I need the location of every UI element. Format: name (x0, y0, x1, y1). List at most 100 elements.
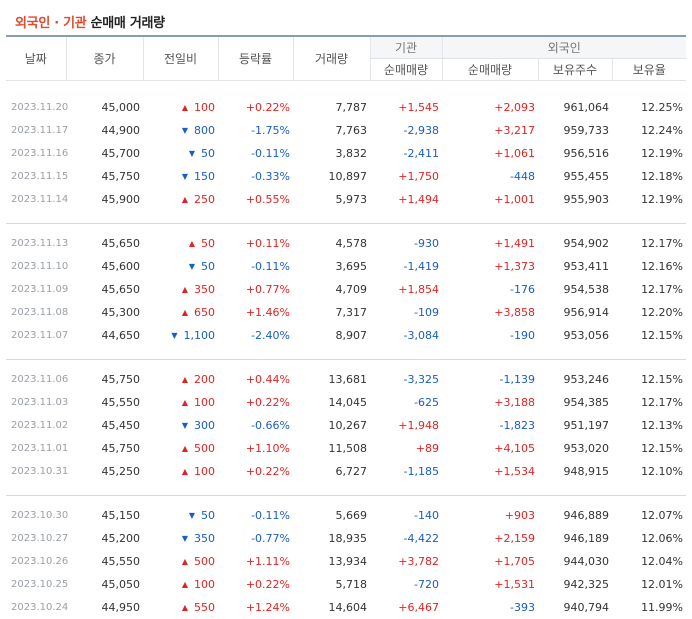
cell-ratio: 11.99% (612, 596, 686, 619)
cell-rate: -2.40% (218, 324, 293, 347)
change-value: 100 (194, 396, 215, 409)
cell-inst-net: -1,419 (370, 255, 442, 278)
cell-foreign-net: +1,061 (442, 142, 538, 165)
cell-ratio: 12.16% (612, 255, 686, 278)
cell-foreign-net: -448 (442, 165, 538, 188)
header-rate: 등락률 (218, 36, 293, 81)
cell-volume: 10,897 (293, 165, 370, 188)
cell-date: 2023.11.20 (6, 96, 66, 119)
up-arrow-icon: ▲ (182, 580, 188, 589)
cell-change: ▼50 (143, 142, 218, 165)
cell-holdings: 942,325 (538, 573, 612, 596)
cell-volume: 13,681 (293, 368, 370, 391)
down-arrow-icon: ▼ (189, 262, 195, 271)
cell-close: 44,950 (66, 596, 143, 619)
change-value: 50 (201, 260, 215, 273)
change-value: 800 (194, 124, 215, 137)
cell-foreign-net: +2,093 (442, 96, 538, 119)
cell-foreign-net: -393 (442, 596, 538, 619)
cell-date: 2023.11.02 (6, 414, 66, 437)
cell-rate: +0.22% (218, 391, 293, 414)
cell-ratio: 12.15% (612, 368, 686, 391)
cell-inst-net: -1,185 (370, 460, 442, 483)
cell-date: 2023.11.07 (6, 324, 66, 347)
cell-rate: -0.11% (218, 504, 293, 527)
cell-ratio: 12.15% (612, 324, 686, 347)
cell-volume: 11,508 (293, 437, 370, 460)
cell-foreign-net: +3,217 (442, 119, 538, 142)
cell-holdings: 954,385 (538, 391, 612, 414)
cell-ratio: 12.10% (612, 460, 686, 483)
change-value: 650 (194, 306, 215, 319)
cell-foreign-net: +1,534 (442, 460, 538, 483)
cell-change: ▲250 (143, 188, 218, 211)
cell-foreign-net: +903 (442, 504, 538, 527)
cell-foreign-net: -1,139 (442, 368, 538, 391)
cell-volume: 10,267 (293, 414, 370, 437)
change-value: 350 (194, 532, 215, 545)
cell-change: ▲100 (143, 391, 218, 414)
cell-inst-net: +1,545 (370, 96, 442, 119)
cell-volume: 14,604 (293, 596, 370, 619)
cell-close: 45,900 (66, 188, 143, 211)
cell-holdings: 959,733 (538, 119, 612, 142)
cell-date: 2023.11.13 (6, 232, 66, 255)
down-arrow-icon: ▼ (189, 511, 195, 520)
cell-ratio: 12.06% (612, 527, 686, 550)
cell-volume: 3,832 (293, 142, 370, 165)
cell-rate: -0.77% (218, 527, 293, 550)
cell-close: 44,650 (66, 324, 143, 347)
cell-inst-net: -930 (370, 232, 442, 255)
down-arrow-icon: ▼ (182, 534, 188, 543)
up-arrow-icon: ▲ (189, 239, 195, 248)
cell-change: ▲500 (143, 437, 218, 460)
cell-inst-net: +1,750 (370, 165, 442, 188)
cell-inst-net: -140 (370, 504, 442, 527)
table-header: 날짜 종가 전일비 등락률 거래량 기관 외국인 순매매량 순매매량 보유주수 … (6, 36, 686, 81)
change-value: 100 (194, 465, 215, 478)
cell-inst-net: +3,782 (370, 550, 442, 573)
cell-ratio: 12.15% (612, 437, 686, 460)
cell-inst-net: -625 (370, 391, 442, 414)
cell-inst-net: -720 (370, 573, 442, 596)
cell-volume: 6,727 (293, 460, 370, 483)
cell-inst-net: -3,084 (370, 324, 442, 347)
cell-date: 2023.10.25 (6, 573, 66, 596)
cell-foreign-net: -1,823 (442, 414, 538, 437)
change-value: 50 (201, 237, 215, 250)
up-arrow-icon: ▲ (182, 375, 188, 384)
cell-ratio: 12.20% (612, 301, 686, 324)
cell-date: 2023.11.09 (6, 278, 66, 301)
cell-ratio: 12.19% (612, 188, 686, 211)
change-value: 300 (194, 419, 215, 432)
cell-holdings: 944,030 (538, 550, 612, 573)
cell-rate: +0.44% (218, 368, 293, 391)
up-arrow-icon: ▲ (182, 195, 188, 204)
cell-date: 2023.10.30 (6, 504, 66, 527)
cell-foreign-net: +3,188 (442, 391, 538, 414)
cell-ratio: 12.24% (612, 119, 686, 142)
cell-change: ▼800 (143, 119, 218, 142)
cell-ratio: 12.13% (612, 414, 686, 437)
cell-volume: 18,935 (293, 527, 370, 550)
cell-rate: +0.22% (218, 96, 293, 119)
cell-volume: 5,973 (293, 188, 370, 211)
change-value: 200 (194, 373, 215, 386)
cell-holdings: 948,915 (538, 460, 612, 483)
cell-ratio: 12.17% (612, 232, 686, 255)
down-arrow-icon: ▼ (189, 149, 195, 158)
cell-date: 2023.10.26 (6, 550, 66, 573)
cell-change: ▼ 350 (143, 527, 218, 550)
change-value: 500 (194, 555, 215, 568)
cell-volume: 5,669 (293, 504, 370, 527)
cell-date: 2023.11.01 (6, 437, 66, 460)
